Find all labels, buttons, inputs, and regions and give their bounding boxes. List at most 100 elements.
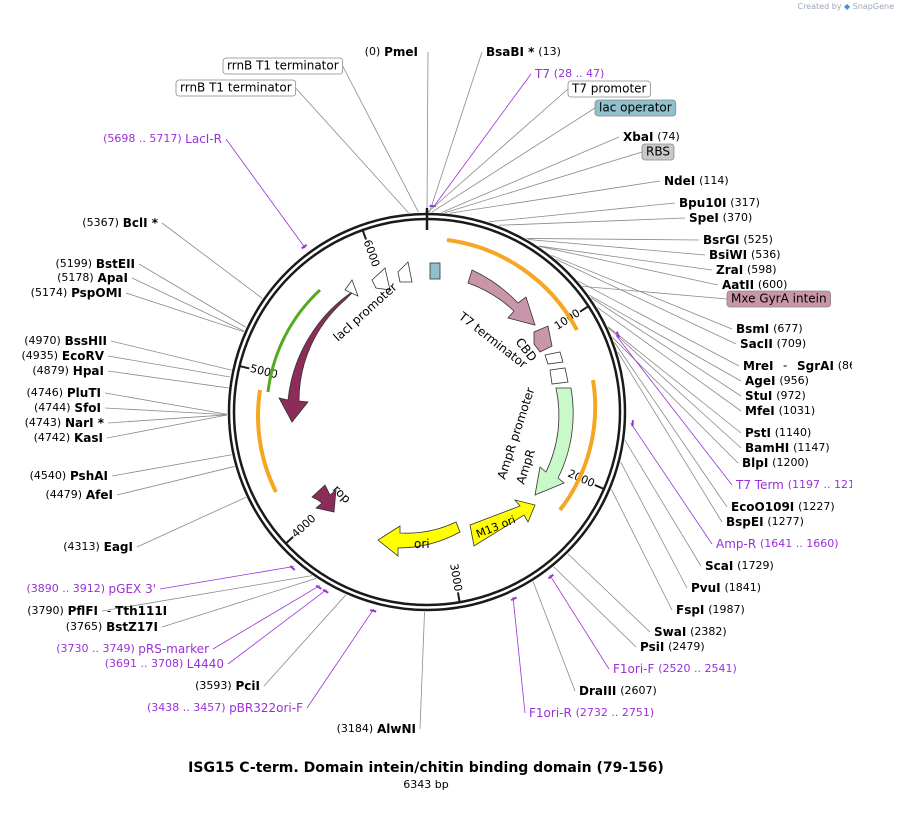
feature-label-box[interactable]: RBS — [641, 143, 675, 161]
enzyme-position: (4746) — [26, 386, 63, 399]
feature-arc-laci-region[interactable] — [256, 389, 278, 493]
enzyme-site-label[interactable]: (4743) NarI * — [25, 416, 105, 430]
enzyme-site-label[interactable]: AatII (600) — [722, 278, 787, 292]
enzyme-site-label[interactable]: (0) PmeI — [365, 45, 418, 59]
connector-line — [624, 440, 702, 567]
enzyme-site-label[interactable]: (4540) PshAI — [30, 469, 108, 483]
enzyme-site-label[interactable]: Bpu10I (317) — [679, 196, 760, 210]
enzyme-site-label[interactable]: PvuI (1841) — [691, 581, 761, 595]
enzyme-site-label[interactable]: (4479) AfeI — [45, 488, 113, 502]
enzyme-position: (4744) — [34, 401, 71, 414]
enzyme-name: AgeI — [745, 374, 775, 388]
m13-ori-arrow[interactable] — [469, 499, 536, 547]
enzyme-site-label[interactable]: BsrGI (525) — [703, 233, 773, 247]
primer-label[interactable]: F1ori-F (2520 .. 2541) — [613, 662, 737, 676]
enzyme-site-label[interactable]: BlpI (1200) — [742, 456, 809, 470]
enzyme-name: MfeI — [745, 404, 775, 418]
intein-arrow[interactable] — [467, 269, 536, 326]
laci-promoter-arrow[interactable] — [344, 279, 359, 297]
enzyme-site-label[interactable]: (5199) BstEII — [55, 257, 135, 271]
tick-mark — [361, 229, 367, 240]
primer-label[interactable]: (3890 .. 3912) pGEX 3' — [26, 582, 156, 596]
rrnb-t1-terminator-arrow-2[interactable] — [397, 261, 413, 283]
enzyme-site-label[interactable]: SgrAI (866) — [797, 359, 852, 373]
enzyme-site-label[interactable]: BsaBI * (13) — [486, 45, 561, 59]
primer-label[interactable]: T7 Term (1197 .. 1215) — [735, 478, 852, 492]
connector-line — [111, 454, 232, 477]
enzyme-site-label[interactable]: XbaI (74) — [623, 130, 680, 144]
enzyme-position: (5178) — [57, 271, 94, 284]
enzyme-site-label[interactable]: StuI (972) — [745, 389, 806, 403]
enzyme-site-label[interactable]: (3765) BstZ17I — [66, 620, 158, 634]
feature-arc-ampr-region[interactable] — [558, 379, 598, 512]
enzyme-site-label[interactable]: SpeI (370) — [689, 211, 752, 225]
enzyme-site-label[interactable]: (4935) EcoRV — [22, 349, 105, 363]
enzyme-site-label[interactable]: BspEI (1277) — [726, 515, 804, 529]
enzyme-site-label[interactable]: (4744) SfoI — [34, 401, 101, 415]
enzyme-site-label[interactable]: (3790) PflFI — [27, 604, 98, 618]
enzyme-name: NdeI — [664, 174, 695, 188]
feature-label-box[interactable]: rrnB T1 terminator — [222, 57, 344, 75]
feature-arc-laci-green[interactable] — [266, 288, 322, 393]
feature-label-box[interactable]: lac operator — [594, 99, 677, 117]
enzyme-site-label[interactable]: (3593) PciI — [195, 679, 260, 693]
enzyme-site-label[interactable]: (5174) PspOMI — [31, 286, 122, 300]
enzyme-site-label[interactable]: SwaI (2382) — [654, 625, 727, 639]
feature-arc-mxe-gyra-intein[interactable] — [446, 238, 579, 331]
enzyme-site-label[interactable]: (4313) EagI — [63, 540, 133, 554]
primer-label[interactable]: T7 (28 .. 47) — [534, 67, 604, 81]
t7-terminator-arrow[interactable] — [544, 351, 564, 365]
enzyme-site-label[interactable]: MreI — [743, 359, 773, 373]
primer-label[interactable]: F1ori-R (2732 .. 2751) — [529, 706, 654, 720]
ampr-gene-arrow[interactable] — [534, 387, 574, 496]
enzyme-name: SpeI — [689, 211, 719, 225]
lac-operator-block[interactable] — [429, 262, 441, 280]
enzyme-site-label[interactable]: BsiWI (536) — [709, 248, 781, 262]
primer-label[interactable]: (3730 .. 3749) pRS-marker — [56, 642, 209, 656]
cbd-arrow[interactable] — [533, 325, 553, 353]
laci-gene-arrow[interactable] — [278, 289, 356, 423]
connector-line — [538, 245, 719, 286]
enzyme-site-label[interactable]: DraIII (2607) — [579, 684, 657, 698]
connector-line — [556, 258, 737, 345]
enzyme-site-label[interactable]: (4742) KasI — [34, 431, 103, 445]
primer-label[interactable]: (3438 .. 3457) pBR322ori-F — [147, 701, 303, 715]
enzyme-site-label[interactable]: BamHI (1147) — [745, 441, 830, 455]
enzyme-site-label[interactable]: (5367) BclI * — [82, 216, 158, 230]
enzyme-name: PshAI — [70, 469, 108, 483]
enzyme-site-label[interactable]: EcoO109I (1227) — [731, 500, 835, 514]
enzyme-site-label[interactable]: (4879) HpaI — [32, 364, 104, 378]
feature-label-box[interactable]: rrnB T1 terminator — [175, 79, 297, 97]
enzyme-site-label[interactable]: FspI (1987) — [676, 603, 745, 617]
enzyme-site-label[interactable]: BsmI (677) — [736, 322, 803, 336]
feature-label-box[interactable]: Mxe GyrA intein — [726, 290, 832, 308]
primer-label[interactable]: (5698 .. 5717) LacI-R — [103, 132, 222, 146]
enzyme-site-label[interactable]: (5178) ApaI — [57, 271, 128, 285]
enzyme-site-label[interactable]: (4970) BssHII — [24, 334, 107, 348]
enzyme-site-label[interactable]: AgeI (956) — [745, 374, 809, 388]
enzyme-site-label[interactable]: ScaI (1729) — [705, 559, 774, 573]
enzyme-site-label[interactable]: PstI (1140) — [745, 426, 811, 440]
connector-line — [607, 326, 742, 434]
enzyme-position: (1987) — [708, 603, 745, 616]
enzyme-site-label[interactable]: (3184) AlwNI — [337, 722, 416, 736]
ampr-promoter-arrow[interactable] — [549, 367, 569, 385]
primer-binding-mark — [301, 244, 308, 250]
enzyme-site-label[interactable]: - Tth111I — [107, 604, 167, 618]
enzyme-site-label[interactable]: ZraI (598) — [716, 263, 777, 277]
enzyme-site-label[interactable]: SacII (709) — [740, 337, 806, 351]
rop-arrow[interactable] — [311, 484, 337, 513]
primer-label[interactable]: Amp-R (1641 .. 1660) — [716, 537, 839, 551]
feature-label-box[interactable]: T7 promoter — [567, 80, 651, 98]
rrnb-t1-terminator-arrow-1[interactable] — [371, 267, 391, 291]
enzyme-site-label[interactable]: PsiI (2479) — [640, 640, 705, 654]
enzyme-site-label[interactable]: MfeI (1031) — [745, 404, 815, 418]
enzyme-position: (3184) — [337, 722, 374, 735]
enzyme-site-label[interactable]: NdeI (114) — [664, 174, 729, 188]
primer-label[interactable]: (3691 .. 3708) L4440 — [105, 657, 224, 671]
primer-connector — [159, 566, 294, 590]
enzyme-site-label[interactable]: (4746) PluTI — [26, 386, 101, 400]
enzyme-position: (2382) — [690, 625, 727, 638]
ori-arrow[interactable] — [377, 521, 461, 557]
